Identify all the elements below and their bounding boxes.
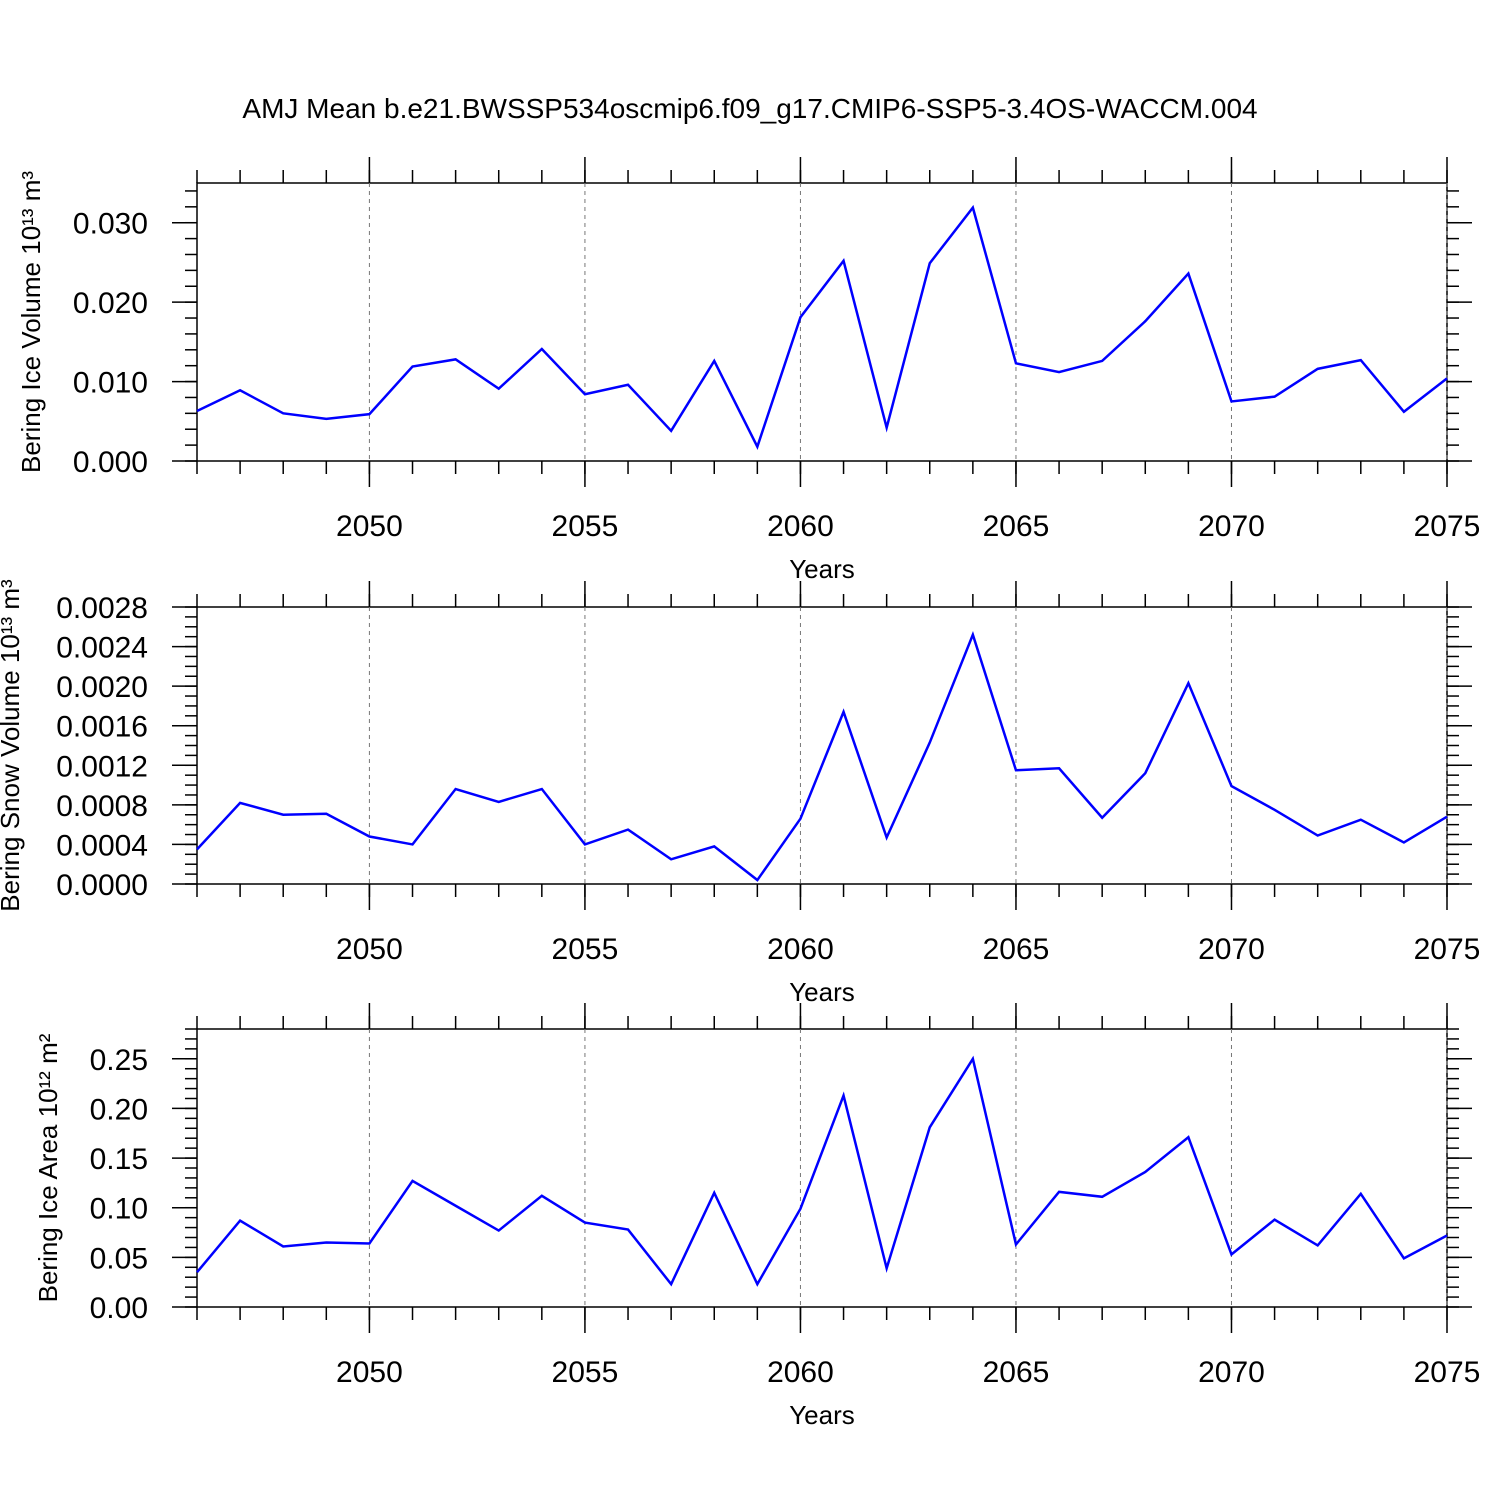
data-line <box>196 630 1448 882</box>
plot-frame <box>196 606 1448 885</box>
y-tick-label: 0.10 <box>90 1193 148 1226</box>
x-axis-label: Years <box>789 1400 855 1430</box>
y-tick-label: 0.0004 <box>56 829 148 862</box>
x-tick-label: 2055 <box>552 933 619 966</box>
y-tick-label: 0.0020 <box>56 671 148 704</box>
data-line <box>196 1055 1448 1287</box>
plot-frame <box>196 182 1448 462</box>
x-tick-label: 2065 <box>983 510 1050 543</box>
x-tick-label: 2055 <box>552 1356 619 1389</box>
x-tick-label: 2060 <box>767 510 834 543</box>
y-tick-label: 0.0016 <box>56 711 148 744</box>
x-tick-label: 2075 <box>1414 1356 1481 1389</box>
x-tick-label: 2060 <box>767 933 834 966</box>
y-tick-label: 0.0012 <box>56 750 148 783</box>
chart-title: AMJ Mean b.e21.BWSSP534oscmip6.f09_g17.C… <box>242 93 1257 124</box>
y-tick-label: 0.00 <box>90 1292 148 1325</box>
y-tick-label: 0.000 <box>73 446 148 479</box>
x-axis-label: Years <box>789 554 855 584</box>
x-tick-label: 2065 <box>983 1356 1050 1389</box>
y-axis-label: Bering Ice Area 10¹² m² <box>33 1033 63 1302</box>
y-tick-label: 0.0024 <box>56 632 148 665</box>
x-tick-label: 2050 <box>336 933 403 966</box>
y-tick-label: 0.010 <box>73 367 148 400</box>
y-axis-label: Bering Snow Volume 10¹³ m³ <box>0 579 25 912</box>
x-tick-label: 2075 <box>1414 933 1481 966</box>
y-tick-label: 0.030 <box>73 208 148 241</box>
x-axis-label: Years <box>789 977 855 1007</box>
y-tick-label: 0.20 <box>90 1093 148 1126</box>
y-tick-label: 0.05 <box>90 1242 148 1275</box>
x-tick-label: 2055 <box>552 510 619 543</box>
x-tick-label: 2065 <box>983 933 1050 966</box>
x-tick-label: 2075 <box>1414 510 1481 543</box>
y-tick-label: 0.0008 <box>56 790 148 823</box>
y-tick-label: 0.0028 <box>56 592 148 625</box>
y-tick-label: 0.25 <box>90 1044 148 1077</box>
x-tick-label: 2070 <box>1198 510 1265 543</box>
x-tick-label: 2060 <box>767 1356 834 1389</box>
x-tick-label: 2070 <box>1198 933 1265 966</box>
data-line <box>196 204 1448 450</box>
y-axis-label: Bering Ice Volume 10¹³ m³ <box>16 171 46 473</box>
y-tick-label: 0.0000 <box>56 869 148 902</box>
y-tick-label: 0.020 <box>73 287 148 320</box>
plot-frame <box>196 1028 1448 1308</box>
x-tick-label: 2050 <box>336 510 403 543</box>
x-tick-label: 2070 <box>1198 1356 1265 1389</box>
y-tick-label: 0.15 <box>90 1143 148 1176</box>
x-tick-label: 2050 <box>336 1356 403 1389</box>
